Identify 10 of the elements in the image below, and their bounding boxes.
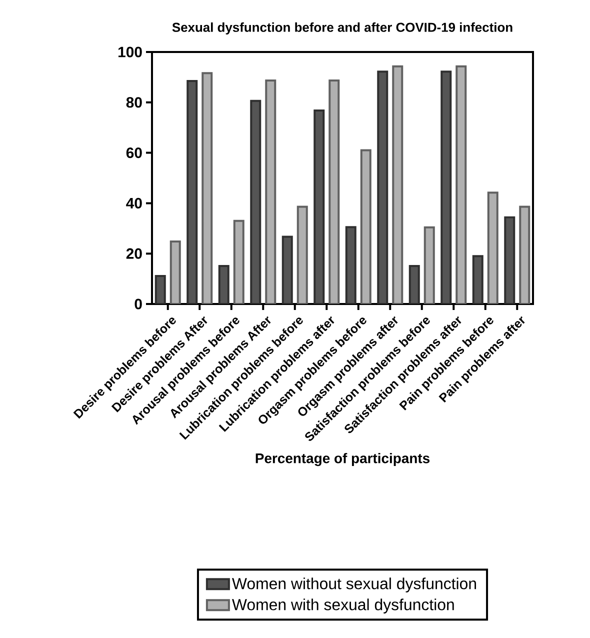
y-tick-label: 0 (134, 298, 142, 310)
y-tick-label: 60 (126, 148, 142, 158)
x-axis-title: Percentage of participants (256, 453, 430, 466)
y-tick-label: 80 (126, 97, 142, 108)
legend-label: Women without sexual dysfunction (232, 578, 476, 592)
y-tick-label: 100 (118, 46, 142, 58)
legend-label: Women with sexual dysfunction (232, 598, 454, 614)
y-tick-label: 40 (126, 198, 142, 208)
chart-title: Sexual dysfunction before and after COVID-19 infection (172, 22, 512, 34)
y-tick-label: 20 (126, 248, 142, 259)
